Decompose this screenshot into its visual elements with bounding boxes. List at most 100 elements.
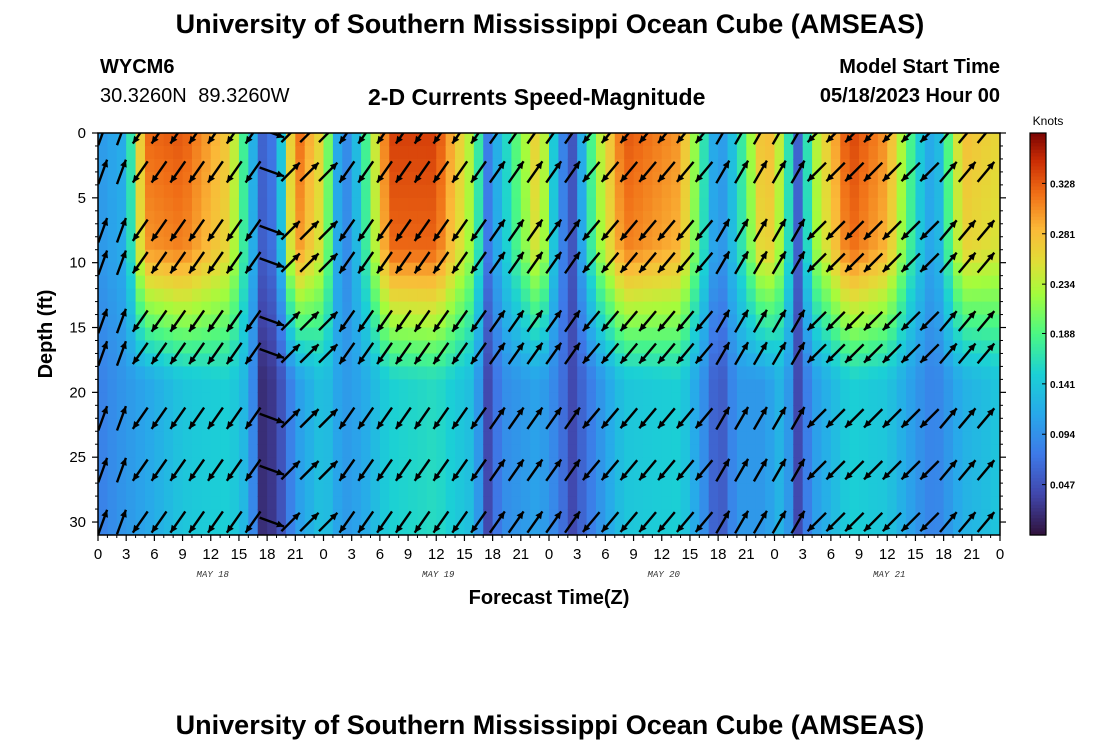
heatmap-cell: [464, 158, 475, 173]
heatmap-cell: [755, 457, 766, 471]
heatmap-cell: [220, 483, 231, 497]
heatmap-cell: [774, 418, 785, 432]
heatmap-cell: [520, 223, 531, 238]
heatmap-cell: [248, 236, 259, 251]
current-vector-head: [189, 135, 197, 144]
heatmap-cell: [182, 353, 193, 368]
heatmap-cell: [144, 249, 155, 264]
heatmap-cell: [558, 288, 569, 303]
heatmap-cell: [896, 379, 907, 393]
heatmap-cell: [285, 457, 296, 471]
current-vector-head: [807, 523, 816, 532]
current-vector-head: [676, 472, 685, 481]
heatmap-cell: [267, 158, 278, 173]
heatmap-cell: [511, 379, 522, 393]
heatmap-cell: [436, 431, 447, 445]
heatmap-cell: [633, 431, 644, 445]
heatmap-cell: [417, 483, 428, 497]
heatmap-cell: [389, 392, 400, 406]
heatmap-cell: [238, 431, 249, 445]
heatmap-cell: [408, 392, 419, 406]
day-label: MAY 19: [422, 570, 455, 580]
heatmap-cell: [98, 353, 108, 368]
current-vector-head: [573, 511, 580, 520]
heatmap-cell: [812, 327, 823, 342]
heatmap-cell: [295, 496, 306, 510]
heatmap-cell: [445, 275, 456, 290]
heatmap-cell: [727, 457, 738, 471]
heatmap-cell: [793, 184, 804, 199]
current-vector-head: [620, 472, 628, 481]
current-vector-head: [968, 252, 976, 261]
heatmap-cell: [220, 366, 231, 380]
heatmap-cell: [736, 340, 747, 355]
heatmap-cell: [332, 470, 343, 484]
heatmap-cell: [558, 327, 569, 342]
current-vector-head: [516, 407, 524, 416]
heatmap-cell: [502, 301, 513, 316]
current-vector-head: [433, 421, 441, 429]
heatmap-cell: [924, 171, 935, 186]
current-vector-head: [722, 458, 730, 467]
heatmap-cell: [586, 470, 597, 484]
heatmap-cell: [464, 457, 475, 471]
heatmap-cell: [464, 249, 475, 264]
heatmap-cell: [473, 275, 484, 290]
heatmap-cell: [802, 145, 813, 160]
heatmap-cell: [755, 379, 766, 393]
heatmap-cell: [473, 171, 484, 186]
current-vector-head: [120, 121, 127, 129]
heatmap-cell: [267, 249, 278, 264]
current-vector-head: [582, 472, 591, 481]
heatmap-cell: [182, 340, 193, 355]
heatmap-cell: [436, 301, 447, 316]
heatmap-cell: [840, 340, 851, 355]
heatmap-cell: [511, 275, 522, 290]
heatmap-cell: [586, 418, 597, 432]
heatmap-cell: [915, 314, 926, 329]
heatmap-cell: [398, 340, 409, 355]
heatmap-cell: [191, 288, 202, 303]
heatmap-cell: [520, 133, 531, 147]
heatmap-cell: [877, 418, 888, 432]
heatmap-cell: [210, 483, 221, 497]
x-tick-label: 15: [456, 546, 473, 563]
heatmap-cell: [304, 288, 315, 303]
heatmap-cell: [342, 457, 353, 471]
heatmap-cell: [859, 145, 870, 160]
heatmap-cell: [614, 392, 625, 406]
heatmap-cell: [859, 249, 870, 264]
heatmap-cell: [877, 431, 888, 445]
heatmap-cell: [144, 392, 155, 406]
heatmap-cell: [840, 249, 851, 264]
current-vector-head: [639, 232, 647, 241]
heatmap-cell: [830, 275, 841, 290]
heatmap-cell: [699, 366, 710, 380]
heatmap-cell: [257, 133, 268, 147]
heatmap-cell: [379, 236, 390, 251]
heatmap-cell: [539, 392, 550, 406]
colorbar-segment: [1030, 474, 1046, 479]
heatmap-cell: [201, 483, 212, 497]
heatmap-cell: [370, 353, 381, 368]
heatmap-cell: [661, 145, 672, 160]
current-vector-head: [901, 419, 910, 428]
heatmap-cell: [276, 314, 287, 329]
colorbar-segment: [1030, 216, 1046, 221]
heatmap-cell: [783, 379, 794, 393]
heatmap-cell: [906, 470, 917, 484]
heatmap-cell: [680, 210, 691, 225]
heatmap-cell: [699, 379, 710, 393]
heatmap-cell: [389, 496, 400, 510]
heatmap-cell: [859, 366, 870, 380]
heatmap-cell: [398, 392, 409, 406]
heatmap-cell: [370, 470, 381, 484]
current-vectors: [98, 121, 996, 535]
current-vector-head: [901, 264, 910, 272]
heatmap-cell: [652, 509, 663, 523]
heatmap-cell: [417, 366, 428, 380]
current-vector-head: [968, 343, 976, 352]
heatmap-cell: [323, 353, 334, 368]
current-vector-head: [120, 406, 127, 414]
heatmap-cell: [849, 340, 860, 355]
